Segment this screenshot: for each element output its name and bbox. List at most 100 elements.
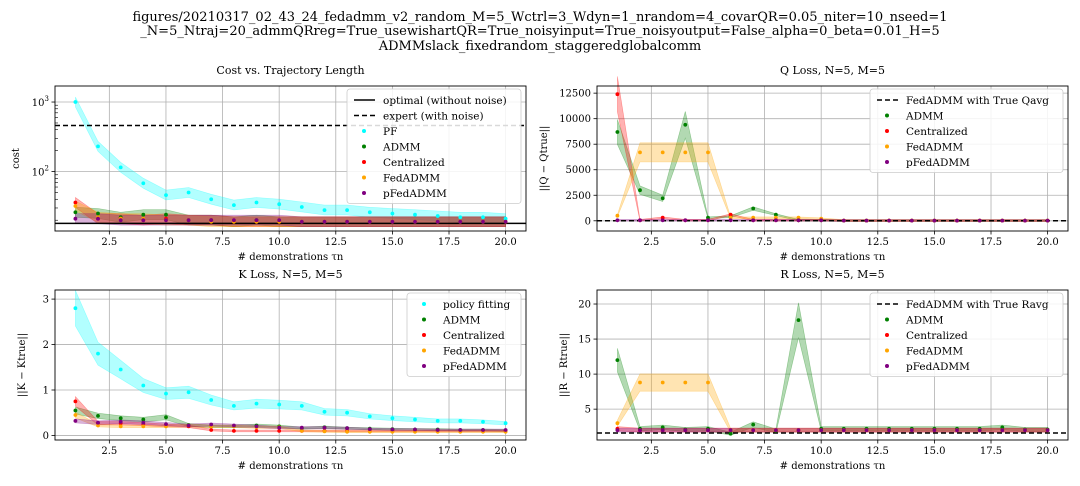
data-point <box>683 428 688 433</box>
data-point <box>345 410 349 415</box>
x-axis-label: # demonstrations τn <box>780 461 886 472</box>
series-pfedadmm <box>73 419 508 432</box>
data-point <box>660 428 665 433</box>
data-point <box>774 218 778 223</box>
legend-label: optimal (without noise) <box>383 95 507 107</box>
y-axis-label: ||Q − Qtrue|| <box>539 126 550 192</box>
legend-marker <box>422 317 426 322</box>
data-point <box>751 218 756 223</box>
data-point <box>209 422 214 427</box>
data-point <box>660 380 665 385</box>
subplot-cost: 2.5 5.0 7.5 10.0 12.5 15.0 17.5 20.0102103Cost … <box>11 64 527 263</box>
data-point <box>164 415 168 420</box>
band-fedadmm <box>617 373 1048 433</box>
x-tick-label: 2.5 <box>101 237 117 248</box>
x-tick-label: 7.5 <box>215 237 231 248</box>
x-tick-label: 5.0 <box>158 237 174 248</box>
legend-label: Centralized <box>383 157 445 169</box>
legend: FedADMM with True Ravg ADMM Centralized Fed… <box>869 292 1064 377</box>
data-point <box>277 429 282 433</box>
data-point <box>638 218 642 223</box>
data-point <box>73 413 78 417</box>
data-point <box>232 429 236 433</box>
legend-label: PF <box>383 126 397 138</box>
data-point <box>638 188 642 193</box>
data-point <box>118 218 123 223</box>
data-point <box>887 428 891 433</box>
data-point <box>887 218 891 223</box>
y-tick-label: 2 <box>43 340 49 351</box>
data-point <box>299 404 304 408</box>
data-point <box>367 429 372 434</box>
x-tick-label: 2.5 <box>643 237 659 248</box>
data-point <box>232 423 236 428</box>
data-point <box>118 165 123 170</box>
y-tick-label: 0 <box>585 216 591 227</box>
data-point <box>254 218 259 223</box>
data-point <box>864 218 869 223</box>
legend-label: Centralized <box>906 126 968 138</box>
data-point <box>1000 218 1005 223</box>
x-tick-label: 2.5 <box>643 446 659 457</box>
data-point <box>435 214 440 218</box>
data-point <box>615 218 620 223</box>
data-point <box>141 212 146 217</box>
data-point <box>73 200 78 205</box>
data-point <box>1000 425 1005 430</box>
y-tick-label: 103 <box>32 95 49 109</box>
legend-label: pFedADMM <box>383 188 447 200</box>
legend-marker <box>885 113 889 118</box>
legend-label: expert (with noise) <box>383 111 484 123</box>
data-point <box>955 218 959 223</box>
x-tick-label: 7.5 <box>757 237 773 248</box>
x-tick-label: 20.0 <box>494 446 516 457</box>
legend-marker <box>422 364 426 368</box>
data-point <box>638 428 642 433</box>
axes-frame <box>54 289 527 441</box>
band-admm <box>75 206 506 228</box>
data-point <box>683 380 688 385</box>
data-point <box>322 219 327 224</box>
data-point <box>118 367 123 372</box>
data-point <box>277 218 282 223</box>
x-tick-label: 17.5 <box>438 237 460 248</box>
data-point <box>390 416 395 421</box>
legend-label: ADMM <box>382 142 421 154</box>
y-axis-label: cost <box>11 148 22 169</box>
legend-label: ADMM <box>905 315 944 327</box>
data-point <box>503 428 508 432</box>
data-point <box>458 215 463 220</box>
data-point <box>254 429 259 433</box>
data-point <box>232 218 236 223</box>
x-tick-label: 20.0 <box>494 237 516 248</box>
x-tick-label: 15.0 <box>381 237 403 248</box>
y-tick-label: 10000 <box>559 114 591 125</box>
legend-label: pFedADMM <box>906 157 970 169</box>
legend-marker <box>422 348 426 353</box>
data-point <box>96 351 100 356</box>
x-tick-label: 15.0 <box>923 446 945 457</box>
data-point <box>638 380 642 385</box>
data-point <box>774 428 778 433</box>
data-point <box>299 205 304 209</box>
data-point <box>96 211 100 216</box>
data-point <box>141 181 146 186</box>
legend-marker <box>885 317 889 322</box>
data-point <box>615 92 620 97</box>
data-point <box>299 429 304 433</box>
series-pfedadmm <box>73 216 508 224</box>
data-point <box>660 218 665 223</box>
data-point <box>728 215 733 220</box>
data-point <box>706 380 710 385</box>
legend-marker <box>885 348 889 353</box>
y-axis-label: ||K − Ktrue|| <box>17 333 28 397</box>
data-point <box>660 215 665 220</box>
x-tick-label: 17.5 <box>438 446 460 457</box>
legend-box <box>406 292 522 377</box>
data-point <box>73 306 78 311</box>
y-tick-label: 20 <box>578 300 591 311</box>
x-tick-label: 17.5 <box>980 446 1002 457</box>
data-point <box>1000 428 1005 433</box>
legend-marker <box>885 333 889 337</box>
data-point <box>977 218 982 223</box>
